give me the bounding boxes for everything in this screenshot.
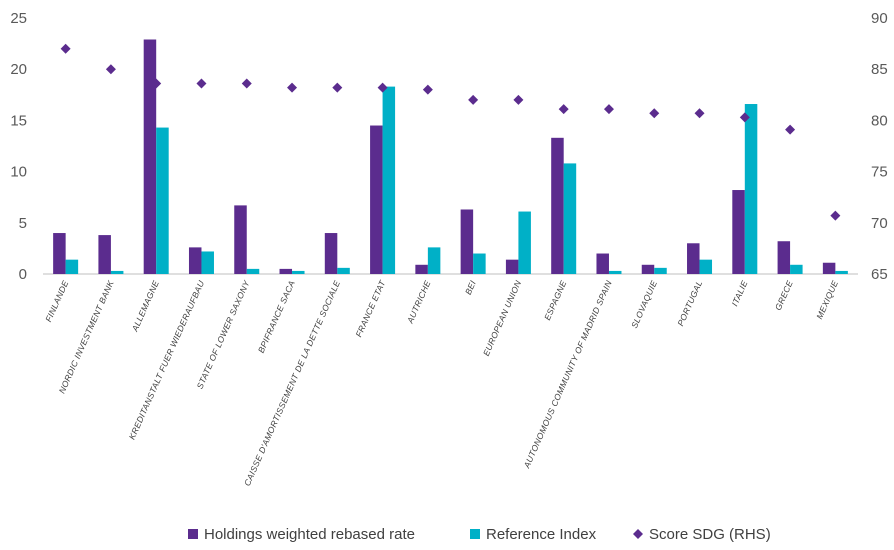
category-label: MEXIQUE	[814, 279, 840, 321]
score-marker	[151, 78, 162, 89]
bars	[53, 39, 848, 275]
reference-bar	[608, 270, 622, 274]
holdings-bar	[505, 259, 519, 274]
score-marker	[332, 82, 343, 93]
score-marker	[785, 124, 796, 135]
reference-bar	[790, 264, 803, 274]
legend-label: Holdings weighted rebased rate	[204, 526, 415, 543]
holdings-bar	[324, 233, 338, 274]
category-label: FINLANDE	[43, 279, 70, 324]
right-tick-label: 75	[871, 164, 888, 181]
category-label: ALLEMAGNE	[129, 279, 161, 334]
category-label: PORTUGAL	[675, 279, 704, 328]
reference-bar	[246, 268, 260, 274]
category-label: BEI	[463, 278, 478, 296]
score-marker	[196, 78, 207, 89]
reference-bar	[201, 251, 214, 274]
reference-bar	[292, 270, 305, 274]
score-marker	[694, 108, 705, 119]
reference-bar	[563, 163, 577, 274]
holdings-bar	[641, 264, 655, 274]
score-marker	[649, 108, 660, 119]
score-marker	[60, 43, 71, 54]
holdings-bar	[551, 137, 564, 274]
reference-bar	[744, 104, 758, 275]
holdings-bar	[460, 209, 474, 274]
reference-bar	[337, 267, 350, 274]
reference-bar	[835, 270, 848, 274]
category-label: STATE OF LOWER SAXONY	[195, 278, 252, 391]
category-label: AUTONOMOUS COMMUNITY OF MADRID SPAIN	[521, 278, 614, 470]
left-tick-label: 15	[10, 112, 27, 129]
holdings-bar	[777, 241, 791, 274]
legend-swatch	[188, 529, 198, 539]
reference-bar	[518, 211, 531, 274]
score-marker	[377, 82, 388, 93]
score-marker	[422, 84, 433, 95]
left-tick-label: 20	[10, 61, 27, 78]
score-marker	[513, 94, 524, 105]
score-marker	[241, 78, 252, 89]
holdings-bar	[279, 268, 293, 274]
right-axis-ticks: 65 70 75 80 85 90	[871, 10, 888, 283]
right-tick-label: 65	[871, 266, 888, 283]
category-label: SLOVAQUIE	[629, 279, 659, 330]
reference-bar	[65, 259, 79, 274]
reference-bar	[382, 86, 396, 274]
legend-swatch	[470, 529, 480, 539]
holdings-bar	[53, 233, 66, 274]
right-tick-label: 80	[871, 112, 888, 129]
category-label: KREDITANSTALT FUER WIEDERAUFBAU	[127, 278, 207, 441]
left-axis-ticks: 0 5 10 15 20 25	[10, 10, 27, 283]
category-label: BPIFRANCE SACA	[256, 279, 297, 355]
reference-bar	[654, 267, 667, 274]
category-label: EUROPEAN UNION	[481, 278, 524, 357]
score-markers	[60, 43, 841, 221]
reference-bar	[427, 247, 441, 274]
reference-bar	[110, 270, 124, 274]
holdings-bar	[188, 247, 202, 274]
left-tick-label: 0	[19, 266, 27, 283]
left-tick-label: 10	[10, 164, 27, 181]
score-marker	[603, 104, 614, 115]
right-tick-label: 85	[871, 61, 888, 78]
reference-bar	[156, 127, 169, 275]
right-tick-label: 70	[871, 215, 888, 232]
score-marker	[468, 94, 479, 105]
category-label: FRANCE ETAT	[353, 278, 387, 338]
score-marker	[739, 112, 750, 123]
legend-label: Reference Index	[486, 526, 597, 543]
left-tick-label: 5	[19, 215, 27, 232]
holdings-bar	[234, 205, 247, 274]
reference-bar	[699, 259, 713, 274]
right-tick-label: 90	[871, 10, 888, 27]
category-label: CAISSE D'AMORTISSEMENT DE LA DETTE SOCIA…	[242, 279, 342, 488]
category-label: ITALIE	[729, 279, 749, 308]
holdings-bar	[596, 253, 609, 274]
holdings-bar	[687, 243, 700, 274]
holdings-bar	[415, 264, 428, 274]
holdings-bar	[732, 190, 745, 274]
legend: Holdings weighted rebased rate Reference …	[188, 526, 771, 543]
score-marker	[830, 210, 841, 221]
category-label: ESPAGNE	[542, 279, 568, 322]
category-label: AUTRICHE	[404, 279, 432, 326]
score-marker	[287, 82, 298, 93]
holdings-bar	[370, 125, 383, 275]
reference-bar	[473, 253, 486, 274]
left-tick-label: 25	[10, 10, 27, 27]
holdings-bar	[143, 39, 157, 275]
category-label: GRECE	[773, 279, 795, 312]
holdings-bar	[822, 262, 836, 274]
legend-swatch	[633, 529, 643, 539]
holdings-bar	[98, 235, 111, 274]
legend-label: Score SDG (RHS)	[649, 526, 771, 543]
category-label: NORDIC INVESTMENT BANK	[57, 279, 116, 395]
score-marker	[105, 64, 116, 75]
score-marker	[558, 104, 569, 115]
